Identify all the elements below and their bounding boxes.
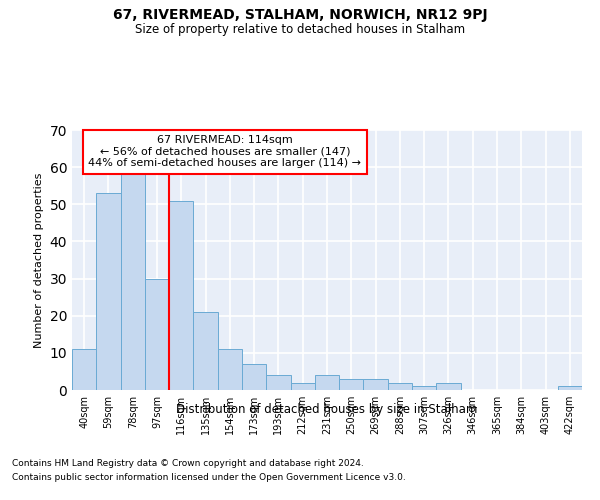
Bar bbox=[290, 382, 315, 390]
Text: Contains public sector information licensed under the Open Government Licence v3: Contains public sector information licen… bbox=[12, 474, 406, 482]
Text: 67 RIVERMEAD: 114sqm
← 56% of detached houses are smaller (147)
44% of semi-deta: 67 RIVERMEAD: 114sqm ← 56% of detached h… bbox=[89, 135, 361, 168]
Bar bbox=[266, 375, 290, 390]
Y-axis label: Number of detached properties: Number of detached properties bbox=[34, 172, 44, 348]
Bar bbox=[315, 375, 339, 390]
Bar bbox=[339, 379, 364, 390]
Bar bbox=[121, 171, 145, 390]
Bar bbox=[72, 349, 96, 390]
Text: Distribution of detached houses by size in Stalham: Distribution of detached houses by size … bbox=[176, 402, 478, 415]
Bar bbox=[242, 364, 266, 390]
Bar bbox=[364, 379, 388, 390]
Bar bbox=[436, 382, 461, 390]
Bar bbox=[558, 386, 582, 390]
Text: Size of property relative to detached houses in Stalham: Size of property relative to detached ho… bbox=[135, 22, 465, 36]
Bar bbox=[218, 349, 242, 390]
Text: Contains HM Land Registry data © Crown copyright and database right 2024.: Contains HM Land Registry data © Crown c… bbox=[12, 458, 364, 468]
Text: 67, RIVERMEAD, STALHAM, NORWICH, NR12 9PJ: 67, RIVERMEAD, STALHAM, NORWICH, NR12 9P… bbox=[113, 8, 487, 22]
Bar bbox=[412, 386, 436, 390]
Bar bbox=[193, 312, 218, 390]
Bar bbox=[96, 193, 121, 390]
Bar bbox=[388, 382, 412, 390]
Bar bbox=[169, 200, 193, 390]
Bar bbox=[145, 278, 169, 390]
